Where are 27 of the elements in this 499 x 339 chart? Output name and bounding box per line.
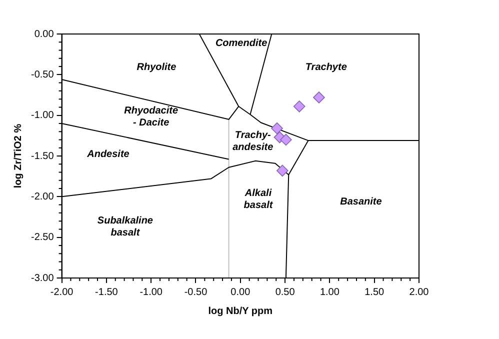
annotation: Basanite (340, 196, 382, 208)
y-tick-label: -2.50 (30, 232, 54, 244)
x-axis-title: log Nb/Y ppm (208, 306, 273, 317)
x-tick-label: 0.00 (230, 286, 251, 298)
y-tick-label: -1.00 (30, 110, 54, 122)
y-tick-label: -1.50 (30, 150, 54, 162)
y-tick-label: -3.00 (30, 272, 54, 284)
annotation: Subalkaline basalt (97, 216, 154, 239)
x-tick-label: -1.50 (95, 286, 118, 298)
y-tick-label: 0.00 (34, 28, 54, 40)
annotation: Trachyte (305, 62, 348, 74)
annotation: Andesite (86, 149, 130, 160)
annotation: Rhyodacite - Dacite (124, 106, 178, 129)
y-tick-label: -0.50 (30, 69, 54, 80)
x-tick-label: 1.50 (364, 286, 385, 298)
y-axis-title: log Zr/TiO2 % (12, 124, 24, 188)
y-tick-label: -2.00 (30, 191, 54, 202)
x-tick-label: -0.50 (184, 286, 208, 298)
annotation: Alkali basalt (244, 188, 274, 211)
annotation: Rhyolite (136, 62, 177, 74)
x-tick-label: 2.00 (409, 286, 430, 298)
x-tick-label: 1.00 (320, 286, 340, 298)
x-tick-label: 0.50 (275, 286, 296, 298)
annotation: Comendite (215, 38, 268, 49)
x-tick-label: -1.00 (140, 286, 163, 298)
x-tick-label: -2.00 (50, 286, 74, 298)
annotation: Trachy- andesite (232, 130, 274, 154)
